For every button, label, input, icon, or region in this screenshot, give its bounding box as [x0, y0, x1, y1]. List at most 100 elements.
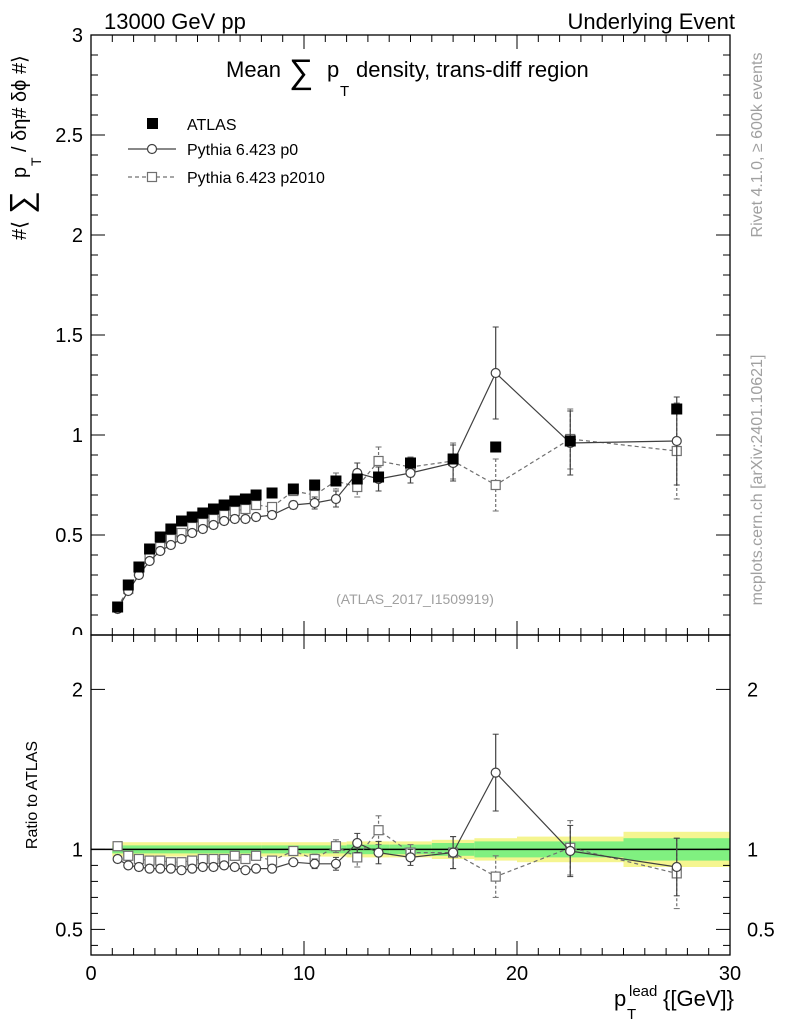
main-p0-point [309, 497, 320, 509]
xtick-label: 20 [506, 963, 528, 985]
ratio-p0-point [229, 861, 240, 873]
main-ylabel-p: p [9, 167, 31, 178]
xlabel-sup: lead [629, 983, 657, 1000]
main-p2010-point [240, 503, 251, 515]
main-ytick-label: 0.5 [55, 525, 83, 547]
xtick-label: 0 [85, 963, 96, 985]
ratio-p0-point [219, 860, 230, 871]
ratio-p0-point [330, 858, 342, 869]
ratio-p0-point [123, 860, 134, 871]
main-p0-point [208, 519, 219, 531]
atlas-point [351, 473, 363, 485]
ratio-p0-point [373, 847, 384, 858]
main-p0-point [250, 511, 262, 523]
xlabel-p: p [614, 986, 626, 1011]
xtick-label: 30 [719, 963, 741, 985]
atlas-point [490, 441, 502, 453]
ratio-p0-point [565, 845, 576, 857]
atlas-point [218, 499, 230, 511]
main-title-pre: Mean [226, 57, 281, 82]
atlas-point [112, 601, 124, 613]
ratio-p0-point [187, 863, 198, 874]
atlas-point [250, 489, 262, 501]
xlabel-post: {[GeV]} [663, 986, 734, 1011]
main-ytick-label: 2 [72, 225, 83, 247]
atlas-point [122, 579, 134, 591]
main-ylabel: #⟨ ∑ p T / δη# δϕ #⟩ [3, 55, 44, 240]
main-ytick-label: 1.5 [55, 325, 83, 347]
ratio-p2010-point [240, 853, 251, 865]
ratio-p0-point [155, 863, 166, 874]
main-ytick-label: 3 [72, 25, 83, 47]
ratio-p2010-point [288, 845, 299, 857]
main-p2010-point [490, 479, 501, 491]
atlas-point [239, 493, 251, 505]
header-left: 13000 GeV pp [104, 9, 246, 34]
atlas-point [309, 479, 321, 491]
ratio-ytick-label-right: 1 [747, 839, 758, 861]
ratio-p0-point [176, 865, 187, 876]
atlas-point [154, 531, 166, 543]
ratio-p0-point [288, 857, 299, 868]
ratio-ytick-label: 1 [72, 839, 83, 861]
main-p0-point [266, 509, 278, 521]
main-title-post: density, trans-diff region [356, 57, 589, 82]
legend-p2010-label: Pythia 6.423 p2010 [187, 170, 325, 187]
ratio-p0-point [250, 863, 262, 874]
main-p0-point [219, 515, 230, 527]
legend-p2010-marker [146, 171, 158, 183]
atlas-point [373, 471, 385, 483]
main-p0-point [176, 533, 187, 545]
main-p0-point [165, 539, 176, 551]
ratio-p2010-point [330, 841, 342, 852]
atlas-point [564, 435, 576, 447]
main-p0-point [155, 545, 166, 557]
ratio-ytick-label: 2 [72, 679, 83, 701]
ratio-p0-point [405, 852, 416, 863]
header-right: Underlying Event [567, 9, 735, 34]
main-p0-point [288, 499, 299, 511]
ratio-frame [90, 634, 731, 956]
xtick-label: 10 [293, 963, 315, 985]
ratio-p0-point [165, 863, 176, 874]
atlas-point [207, 503, 219, 515]
ratio-ytick-label-right: 2 [747, 679, 758, 701]
ratio-p0-point [490, 767, 501, 778]
atlas-point [287, 483, 299, 495]
atlas-point [671, 403, 683, 415]
legend-p0-marker [146, 143, 158, 155]
main-title-sum: ∑ [289, 53, 313, 91]
mcplots-label: mcplots.cern.ch [arXiv:2401.10621] [749, 355, 766, 606]
ratio-p2010-point [490, 871, 501, 882]
atlas-point [144, 543, 156, 555]
atlas-point [405, 457, 416, 469]
rivet-label: Rivet 4.1.0, ≥ 600k events [749, 53, 766, 238]
ratio-p2010-point [229, 850, 240, 861]
main-ytick-label: 1 [72, 425, 83, 447]
main-p0-point [197, 523, 208, 535]
main-p0-point [240, 513, 251, 525]
atlas-point [229, 495, 241, 507]
main-ylabel-sum: ∑ [3, 191, 39, 214]
ratio-p2010-point [373, 825, 384, 836]
watermark: (ATLAS_2017_I1509919) [336, 591, 494, 607]
main-ytick-label-zero: 0 [72, 624, 83, 646]
main-ylabel-sub: T [28, 157, 44, 166]
ratio-p0-point [671, 861, 682, 873]
legend-atlas-label: ATLAS [187, 117, 237, 134]
main-ylabel-pre: #⟨ [9, 221, 31, 240]
main-p2010-point [250, 499, 262, 511]
main-p2010-point [373, 455, 384, 467]
ratio-p0-point [133, 861, 145, 873]
atlas-point [447, 453, 459, 465]
main-p0-point [144, 555, 155, 567]
atlas-point [133, 561, 145, 573]
ratio-p0-point [309, 858, 320, 869]
atlas-point [165, 523, 177, 535]
atlas-point [186, 511, 198, 523]
xlabel-sub: T [627, 1006, 636, 1023]
legend-atlas-marker [147, 118, 158, 129]
main-ytick-label: 2.5 [55, 125, 83, 147]
main-ylabel-post: / δη# δϕ #⟩ [9, 55, 31, 152]
